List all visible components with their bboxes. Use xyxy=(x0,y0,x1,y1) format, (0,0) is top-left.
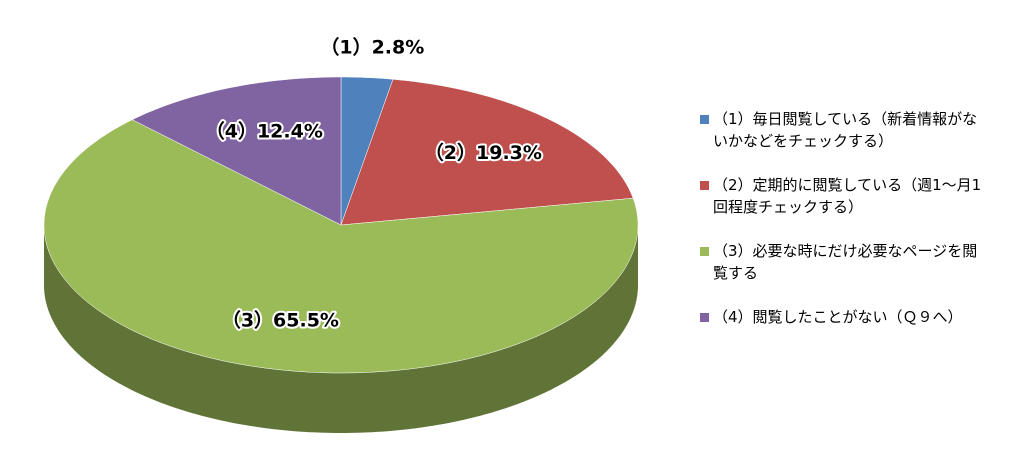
legend-label: （2）定期的に閲覧している（週1～月1回程度チェックする） xyxy=(713,176,982,216)
data-label: （3）65.5% xyxy=(222,309,339,332)
legend-swatch xyxy=(700,313,709,322)
legend-label: （1）毎日閲覧している（新着情報がないかなどをチェックする） xyxy=(713,110,978,150)
legend-item: （1）毎日閲覧している（新着情報がないかなどをチェックする） xyxy=(700,108,990,152)
legend-label: （4）閲覧したことがない（Ｑ９へ） xyxy=(713,308,963,326)
legend: （1）毎日閲覧している（新着情報がないかなどをチェックする） （2）定期的に閲覧し… xyxy=(700,108,990,350)
legend-label: （3）必要な時にだけ必要なページを閲覧する xyxy=(713,242,978,282)
legend-swatch xyxy=(700,115,709,124)
slice xyxy=(131,76,342,226)
legend-swatch xyxy=(700,181,709,190)
legend-item: （2）定期的に閲覧している（週1～月1回程度チェックする） xyxy=(700,174,990,218)
slice xyxy=(340,79,634,226)
legend-item: （4）閲覧したことがない（Ｑ９へ） xyxy=(700,306,990,328)
legend-item: （3）必要な時にだけ必要なページを閲覧する xyxy=(700,240,990,284)
data-label: （4）12.4% xyxy=(206,119,323,142)
data-label: （2）19.3% xyxy=(425,141,542,164)
slice xyxy=(43,119,639,374)
legend-swatch xyxy=(700,247,709,256)
data-label: （1）2.8% xyxy=(320,36,424,59)
slice-side xyxy=(44,225,638,433)
